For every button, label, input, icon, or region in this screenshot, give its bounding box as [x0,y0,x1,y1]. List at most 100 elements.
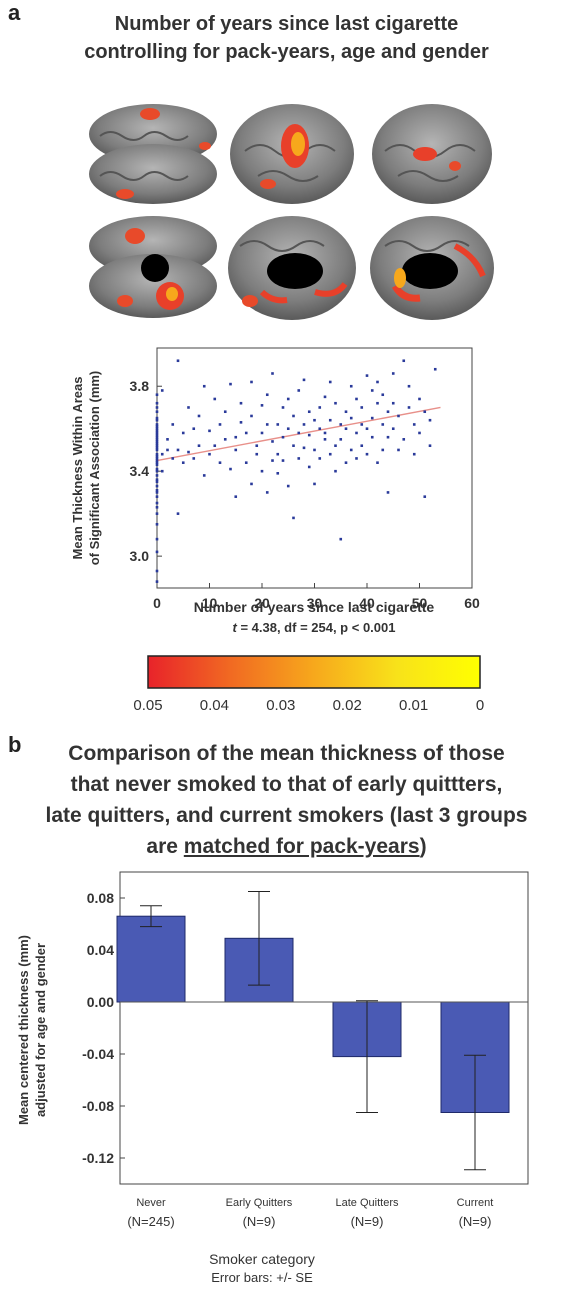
scatter-point [244,431,248,435]
scatter-point [155,463,159,467]
scatter-point [155,418,159,422]
scatter-xtick-label: 60 [464,595,480,611]
scatter-point [386,410,390,414]
scatter-point [155,440,159,443]
scatter-point [155,522,159,526]
scatter-xlabel: Number of years since last cigarette [194,599,435,615]
scatter-point [281,459,285,462]
scatter-point [155,461,159,464]
scatter-point [407,384,411,388]
scatter-point [397,448,400,452]
scatter-point [292,444,295,447]
scatter-point [276,423,280,426]
scatter-point [433,367,437,371]
scatter-point [155,410,159,414]
bar-ytick-label: 0.04 [87,942,114,958]
scatter-point [318,406,322,409]
colorbar-tick-label: 0.02 [333,697,362,714]
scatter-point [271,459,274,462]
scatter-point [292,516,295,520]
scatter-point [155,431,159,435]
scatter-point [381,448,385,452]
bar [116,915,186,1003]
scatter-point [155,435,159,439]
scatter-point [155,480,159,484]
scatter-point [255,444,259,447]
scatter-point [412,423,416,426]
scatter-point [202,474,206,477]
scatter-point [155,406,159,409]
brain-medial-right-view [370,216,494,320]
scatter-point [349,448,353,452]
panel-b-title-line-2: that never smoked to that of early quitt… [70,773,503,796]
scatter-point [334,401,337,405]
scatter-point [297,431,301,435]
brain-lateral-right-view [372,104,492,204]
scatter-point [339,438,343,441]
bar-category-label: Early Quitters [226,1197,293,1209]
scatter-point [423,410,427,414]
scatter-point [307,433,311,437]
scatter-point [202,384,206,388]
scatter-point [160,452,164,456]
scatter-point [339,537,343,541]
scatter-point [412,452,416,456]
scatter-point [386,435,390,439]
bar-chart: 0.08 0.04 0.00 -0.04 -0.08 -0.12 Never (N=245)… [16,871,529,1285]
panel-b-title-suffix: ) [419,835,427,858]
colorbar-gradient [147,655,481,689]
scatter-point [302,378,306,382]
scatter-xtick-label: 30 [307,595,323,611]
scatter-point [176,512,180,515]
scatter-point [360,423,364,426]
scatter-point [355,431,358,435]
scatter-point [423,495,427,498]
bar-ytick-label: -0.04 [82,1046,114,1062]
scatter-ylabel-line-1: Mean Thickness Within Areas [70,377,85,560]
scatter-point [223,438,227,441]
scatter-point [197,444,201,447]
scatter-point [208,429,211,433]
scatter-point [250,482,253,486]
scatter-point [318,427,322,431]
scatter-point [334,444,337,447]
scatter-point [313,482,316,486]
scatter-point [302,446,306,450]
scatter-point [349,384,353,388]
panel-b-title-prefix: are [146,835,184,858]
scatter-point [239,401,243,405]
bar-category-label: Late Quitters [336,1197,399,1209]
brain-lateral-left-view [230,104,354,204]
scatter-point [155,427,159,431]
scatter-point [286,484,290,488]
scatter-point [181,461,185,464]
scatter-point [265,423,269,426]
scatter-point [187,450,190,454]
bar-ylabel-line-2: adjusted for age and gender [33,943,48,1117]
scatter-point [365,427,369,431]
scatter-point [355,397,358,401]
scatter-point [397,414,400,418]
scatter-point [234,495,238,498]
scatter-point [155,478,159,481]
scatter-point [407,406,411,409]
brain-renderings [89,104,494,320]
bar-ytick-label: -0.12 [82,1150,114,1166]
scatter-point [281,406,285,409]
scatter-point [391,427,395,431]
colorbar-tick-label: 0.05 [133,697,162,714]
bar-category-label: Never [136,1197,166,1209]
scatter-xtick-label: 40 [359,595,375,611]
scatter-point [213,397,217,401]
scatter-stats: t = 4.38, df = 254, p < 0.001 [233,620,396,635]
scatter-plot-frame [156,347,473,589]
panel-b-letter: b [8,732,22,757]
scatter-point [160,389,164,392]
scatter-point [328,452,332,456]
bar-category-count: (N=9) [351,1214,384,1229]
scatter-point [391,401,395,405]
scatter-point [318,457,322,460]
scatter-point [323,431,327,435]
scatter-point [260,469,264,473]
scatter-point [155,489,159,492]
